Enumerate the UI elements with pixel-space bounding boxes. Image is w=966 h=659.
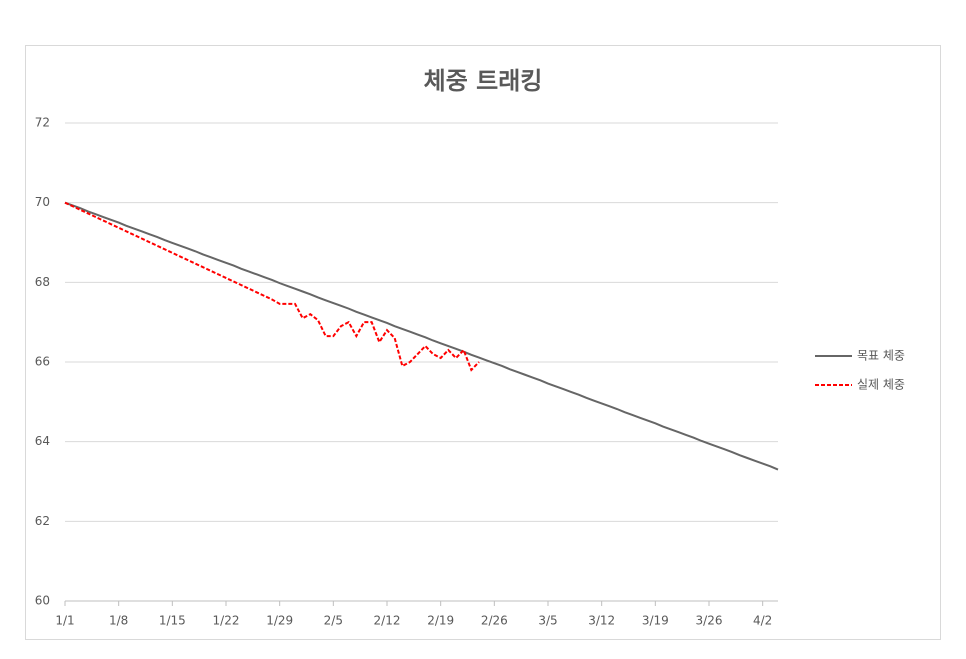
x-tick-label: 2/19 bbox=[427, 614, 454, 628]
chart-border bbox=[25, 45, 941, 640]
y-tick-label: 60 bbox=[35, 594, 50, 608]
x-tick-label: 2/5 bbox=[324, 614, 343, 628]
series-line bbox=[64, 201, 480, 372]
y-tick-label: 70 bbox=[35, 195, 50, 209]
x-tick-label: 1/29 bbox=[266, 614, 293, 628]
x-tick-label: 3/5 bbox=[538, 614, 557, 628]
series-line bbox=[64, 201, 779, 471]
y-tick-label: 68 bbox=[35, 275, 50, 289]
legend-label: 실제 체중 bbox=[857, 378, 905, 392]
x-tick-label: 1/8 bbox=[109, 614, 128, 628]
x-tick-label: 1/1 bbox=[55, 614, 74, 628]
chart-title: 체중 트래킹 bbox=[424, 67, 543, 95]
x-tick-label: 3/26 bbox=[696, 614, 723, 628]
x-tick-label: 3/19 bbox=[642, 614, 669, 628]
y-tick-label: 64 bbox=[35, 434, 50, 448]
x-tick-label: 2/12 bbox=[374, 614, 401, 628]
x-tick-label: 2/26 bbox=[481, 614, 508, 628]
y-tick-label: 72 bbox=[35, 116, 50, 130]
y-tick-label: 66 bbox=[35, 355, 50, 369]
x-tick-label: 1/15 bbox=[159, 614, 186, 628]
legend-label: 목표 체중 bbox=[857, 349, 905, 363]
x-tick-label: 4/2 bbox=[753, 614, 772, 628]
x-tick-label: 3/12 bbox=[588, 614, 615, 628]
y-tick-label: 62 bbox=[35, 514, 50, 528]
x-tick-label: 1/22 bbox=[213, 614, 240, 628]
